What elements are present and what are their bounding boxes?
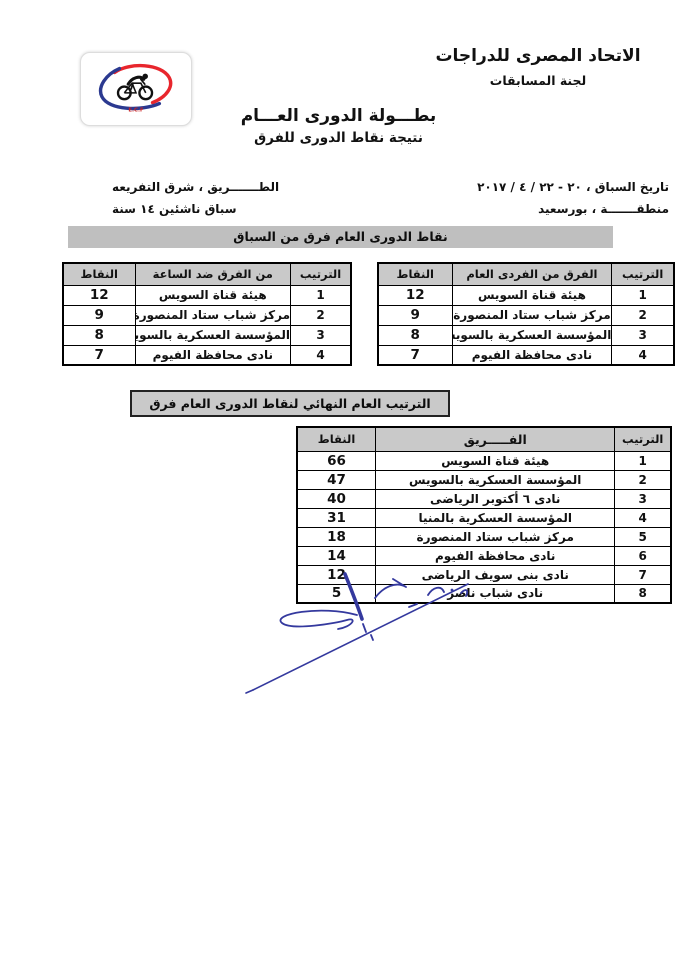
team-cell: هيئة قناة السويس bbox=[375, 450, 616, 471]
team-cell: مركز شباب ستاد المنصورة bbox=[134, 304, 292, 326]
points-header: النقاط bbox=[62, 262, 136, 286]
federation-logo: E.C.F bbox=[80, 52, 192, 126]
doc-subtitle: نتيجة نقاط الدورى للفرق bbox=[254, 130, 423, 146]
race-date: تاريخ السباق ، ٢٠ - ٢٢ / ٤ / ٢٠١٧ bbox=[477, 180, 669, 194]
points-cell: 14 bbox=[296, 545, 377, 566]
road: الطـــــــريق ، شرق التفريعه bbox=[112, 180, 280, 194]
rank-cell: 2 bbox=[611, 304, 675, 326]
rank-cell: 4 bbox=[290, 344, 352, 366]
meta-right-block: تاريخ السباق ، ٢٠ - ٢٢ / ٤ / ٢٠١٧ منطقــ… bbox=[439, 176, 669, 220]
table-row: 1 هيئة قناة السويس 66 bbox=[296, 450, 672, 471]
final-ranking-table: الترتيب الفـــــريق النقاط 1 هيئة قناة ا… bbox=[296, 426, 672, 604]
table-row: 2 المؤسسة العسكرية بالسويس 47 bbox=[296, 469, 672, 490]
team-cell: المؤسسة العسكرية بالسويس bbox=[451, 324, 613, 346]
org-name: الاتحاد المصرى للدراجات bbox=[435, 46, 641, 66]
rank-header: الترتيب bbox=[614, 426, 672, 452]
table-row: 2 مركز شباب ستاد المنصورة 9 bbox=[62, 304, 352, 326]
rank-header: الترتيب bbox=[611, 262, 675, 286]
section2-banner: الترتيب العام النهائي لنقاط الدورى العام… bbox=[130, 390, 450, 417]
points-cell: 7 bbox=[377, 344, 453, 366]
table-row: 4 نادى محافظة الفيوم 7 bbox=[62, 344, 352, 366]
table-row: 4 نادى محافظة الفيوم 7 bbox=[377, 344, 675, 366]
table-row: 3 نادى ٦ أكتوبر الرياضى 40 bbox=[296, 488, 672, 509]
team-header: الفـــــريق bbox=[375, 426, 616, 452]
points-cell: 9 bbox=[62, 304, 136, 326]
points-cell: 9 bbox=[377, 304, 453, 326]
team-cell: نادى محافظة الفيوم bbox=[375, 545, 616, 566]
table-row: 6 نادى محافظة الفيوم 14 bbox=[296, 545, 672, 566]
team-cell: مركز شباب ستاد المنصورة bbox=[451, 304, 613, 326]
region: منطقـــــــة ، بورسعيد bbox=[538, 202, 669, 216]
table-row: 5 مركز شباب ستاد المنصورة 18 bbox=[296, 526, 672, 547]
points-header: النقاط bbox=[377, 262, 453, 286]
points-cell: 47 bbox=[296, 469, 377, 490]
table-row: 4 المؤسسة العسكرية بالمنيا 31 bbox=[296, 507, 672, 528]
rank-cell: 3 bbox=[614, 488, 672, 509]
doc-title: بطـــولة الدورى العـــام bbox=[240, 106, 437, 126]
rank-cell: 7 bbox=[614, 564, 672, 585]
rank-cell: 1 bbox=[290, 284, 352, 306]
committee-name: لجنة المسابقات bbox=[489, 73, 587, 88]
rank-cell: 3 bbox=[290, 324, 352, 346]
table-row: 1 هيئة قناة السويس 12 bbox=[62, 284, 352, 306]
points-cell: 7 bbox=[62, 344, 136, 366]
team-cell: هيئة قناة السويس bbox=[134, 284, 292, 306]
rank-cell: 3 bbox=[611, 324, 675, 346]
rank-cell: 8 bbox=[614, 583, 672, 604]
table-row: 2 مركز شباب ستاد المنصورة 9 bbox=[377, 304, 675, 326]
team-header: من الفرق ضد الساعة bbox=[134, 262, 292, 286]
team-cell: المؤسسة العسكرية بالسويس bbox=[375, 469, 616, 490]
title-block: بطـــولة الدورى العـــام نتيجة نقاط الدو… bbox=[0, 106, 677, 146]
rank-cell: 1 bbox=[614, 450, 672, 471]
rank-cell: 2 bbox=[290, 304, 352, 326]
points-cell: 18 bbox=[296, 526, 377, 547]
table-row: 7 نادى بنى سويف الرياضى 12 bbox=[296, 564, 672, 585]
points-cell: 12 bbox=[377, 284, 453, 306]
team-cell: المؤسسة العسكرية بالمنيا bbox=[375, 507, 616, 528]
table-header-row: الترتيب من الفرق ضد الساعة النقاط bbox=[62, 262, 352, 286]
points-header: النقاط bbox=[296, 426, 377, 452]
points-cell: 12 bbox=[296, 564, 377, 585]
points-cell: 31 bbox=[296, 507, 377, 528]
points-cell: 40 bbox=[296, 488, 377, 509]
table-row: 1 هيئة قناة السويس 12 bbox=[377, 284, 675, 306]
rank-cell: 2 bbox=[614, 469, 672, 490]
rank-cell: 4 bbox=[611, 344, 675, 366]
individual-points-table: الترتيب الفرق من الفردى العام النقاط 1 ه… bbox=[377, 262, 675, 366]
race-category: سباق ناشئين ١٤ سنة bbox=[112, 202, 237, 216]
points-cell: 8 bbox=[62, 324, 136, 346]
cyclist-logo-icon: E.C.F bbox=[99, 63, 173, 113]
table-row: 3 المؤسسة العسكرية بالسويس 8 bbox=[377, 324, 675, 346]
points-cell: 12 bbox=[62, 284, 136, 306]
points-cell: 8 bbox=[377, 324, 453, 346]
rank-cell: 1 bbox=[611, 284, 675, 306]
section1-banner: نقاط الدورى العام فرق من السباق bbox=[68, 226, 613, 248]
rank-header: الترتيب bbox=[290, 262, 352, 286]
team-cell: المؤسسة العسكرية بالسويس bbox=[134, 324, 292, 346]
rank-cell: 5 bbox=[614, 526, 672, 547]
points-cell: 66 bbox=[296, 450, 377, 471]
logo-caption: E.C.F bbox=[128, 107, 144, 113]
team-cell: نادى ٦ أكتوبر الرياضى bbox=[375, 488, 616, 509]
rank-cell: 6 bbox=[614, 545, 672, 566]
handwritten-signature bbox=[245, 572, 469, 694]
table-header-row: الترتيب الفـــــريق النقاط bbox=[296, 426, 672, 452]
rank-cell: 4 bbox=[614, 507, 672, 528]
meta-left-block: الطـــــــريق ، شرق التفريعه سباق ناشئين… bbox=[112, 176, 302, 220]
team-cell: نادى محافظة الفيوم bbox=[134, 344, 292, 366]
table-row: 3 المؤسسة العسكرية بالسويس 8 bbox=[62, 324, 352, 346]
team-cell: نادى محافظة الفيوم bbox=[451, 344, 613, 366]
org-header: الاتحاد المصرى للدراجات لجنة المسابقات bbox=[413, 46, 663, 88]
team-header: الفرق من الفردى العام bbox=[451, 262, 613, 286]
team-cell: مركز شباب ستاد المنصورة bbox=[375, 526, 616, 547]
team-cell: هيئة قناة السويس bbox=[451, 284, 613, 306]
time-trial-points-table: الترتيب من الفرق ضد الساعة النقاط 1 هيئة… bbox=[62, 262, 352, 366]
table-header-row: الترتيب الفرق من الفردى العام النقاط bbox=[377, 262, 675, 286]
